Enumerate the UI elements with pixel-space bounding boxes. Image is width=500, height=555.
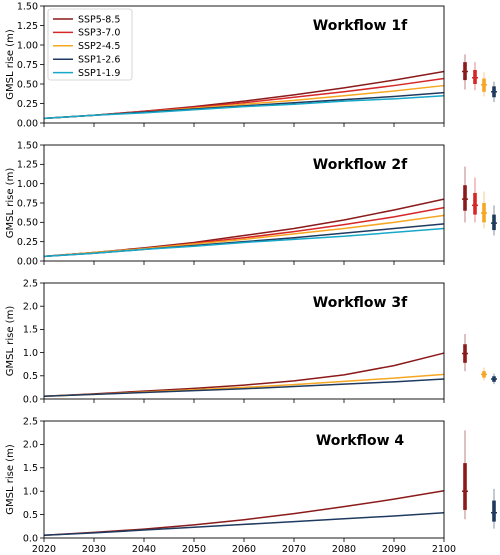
panel-1: 0.00 0.25 0.50 0.75 1.00 1.25 1.50 GMSL rise (m… [5,1,497,129]
range-bar-ssp1-2-6 [491,488,497,529]
range-inner [473,192,477,215]
y-tick-label: 1.50 [17,1,38,12]
y-tick-label: 1.5 [23,325,38,336]
range-bar-ssp2-4-5 [481,367,487,381]
range-bar-ssp1-2-6 [491,81,497,102]
x-tick-label: 2080 [332,544,356,555]
range-inner [473,69,477,84]
y-tick-label: 0.25 [17,237,38,248]
range-bar-ssp3-7-0 [472,177,478,223]
plot-frame [43,5,445,124]
y-tick-label: 0.5 [23,510,38,521]
y-tick-label: 1.0 [23,348,38,359]
series-line-ssp3-7-0 [43,206,445,258]
legend-entry: SSP5-8.5 [78,14,120,25]
series-line-ssp3-7-0 [43,77,445,120]
range-bar-ssp2-4-5 [481,191,487,229]
y-tick-label: 1.5 [23,463,38,474]
y-tick-label: 0.50 [17,79,38,90]
x-tick-label: 2090 [382,544,406,555]
y-tick-label: 1.25 [17,21,38,32]
y-tick-label: 1.0 [23,487,38,498]
y-tick-label: 2.5 [23,278,38,289]
y-tick-label: 0.75 [17,198,38,209]
legend: SSP5-8.5 SSP3-7.0 SSP2-4.5 SSP1-2.6 SSP1-1.9 [47,8,133,81]
legend-box [47,8,133,81]
range-bar-ssp5-8-5 [462,334,468,372]
series-line-ssp5-8-5 [43,489,445,536]
series-line-ssp5-8-5 [43,352,445,397]
panel-4: 0.0 0.5 1.0 1.5 2.0 2.5 2020 2030 2040 2050 2060 20… [5,416,497,555]
y-axis-label: GMSL rise (m) [5,29,16,100]
x-tick-label: 2050 [182,544,206,555]
range-bar-ssp1-2-6 [491,373,497,385]
series-line-ssp2-4-5 [43,84,445,120]
y-tick-label: 0.00 [17,256,38,267]
range-bar-ssp5-8-5 [462,166,468,223]
x-tick-label: 2030 [82,544,106,555]
series-line-ssp1-2-6 [43,511,445,536]
plot-frame [43,282,445,400]
x-tick-label: 2100 [432,544,456,555]
y-tick-label: 2.0 [23,302,38,313]
plot-frame [43,144,445,262]
panel-3: 0.0 0.5 1.0 1.5 2.0 2.5 GMSL rise (m) Workflow … [5,278,497,405]
y-axis-label: GMSL rise (m) [5,444,16,515]
y-tick-label: 0.0 [23,394,38,405]
x-tick-label: 2070 [282,544,306,555]
series-line-ssp5-8-5 [43,198,445,258]
panel-title: Workflow 3f [313,295,408,311]
range-inner [492,500,496,522]
series-line-ssp1-2-6 [43,378,445,397]
y-tick-label: 2.0 [23,440,38,451]
panel-title: Workflow 4 [316,433,405,449]
y-axis-label: GMSL rise (m) [5,168,16,239]
legend-entry: SSP1-2.6 [78,55,120,66]
range-bar-ssp2-4-5 [481,72,487,97]
series-line-ssp2-4-5 [43,214,445,258]
y-tick-label: 0.00 [17,118,38,129]
x-tick-label: 2020 [32,544,56,555]
x-tick-label: 2060 [232,544,256,555]
series-line-ssp1-1-9 [43,94,445,120]
range-bar-ssp3-7-0 [472,62,478,91]
range-inner [463,185,467,211]
range-bar-ssp5-8-5 [462,430,468,520]
y-tick-label: 1.00 [17,40,38,51]
y-tick-label: 0.25 [17,99,38,110]
y-axis-label: GMSL rise (m) [5,306,16,377]
range-inner [492,214,496,231]
plot-frame [43,420,445,539]
y-tick-label: 2.5 [23,416,38,427]
y-tick-label: 0.50 [17,218,38,229]
y-tick-label: 1.00 [17,179,38,190]
y-tick-label: 1.50 [17,140,38,151]
range-bar-ssp5-8-5 [462,54,468,90]
legend-entry: SSP2-4.5 [78,41,120,52]
legend-entry: SSP3-7.0 [78,28,120,39]
panel-title: Workflow 1f [313,18,408,34]
panel-2: 0.00 0.25 0.50 0.75 1.00 1.25 1.50 GMSL rise (m… [5,140,497,267]
range-bar-ssp1-2-6 [491,205,497,236]
panel-title: Workflow 2f [313,157,408,173]
range-inner [463,463,467,510]
y-tick-label: 0.0 [23,533,38,544]
legend-entry: SSP1-1.9 [78,68,120,79]
y-tick-label: 0.5 [23,371,38,382]
y-tick-label: 1.25 [17,160,38,171]
y-tick-label: 0.75 [17,60,38,71]
x-tick-label: 2040 [132,544,156,555]
series-line-ssp1-1-9 [43,227,445,258]
